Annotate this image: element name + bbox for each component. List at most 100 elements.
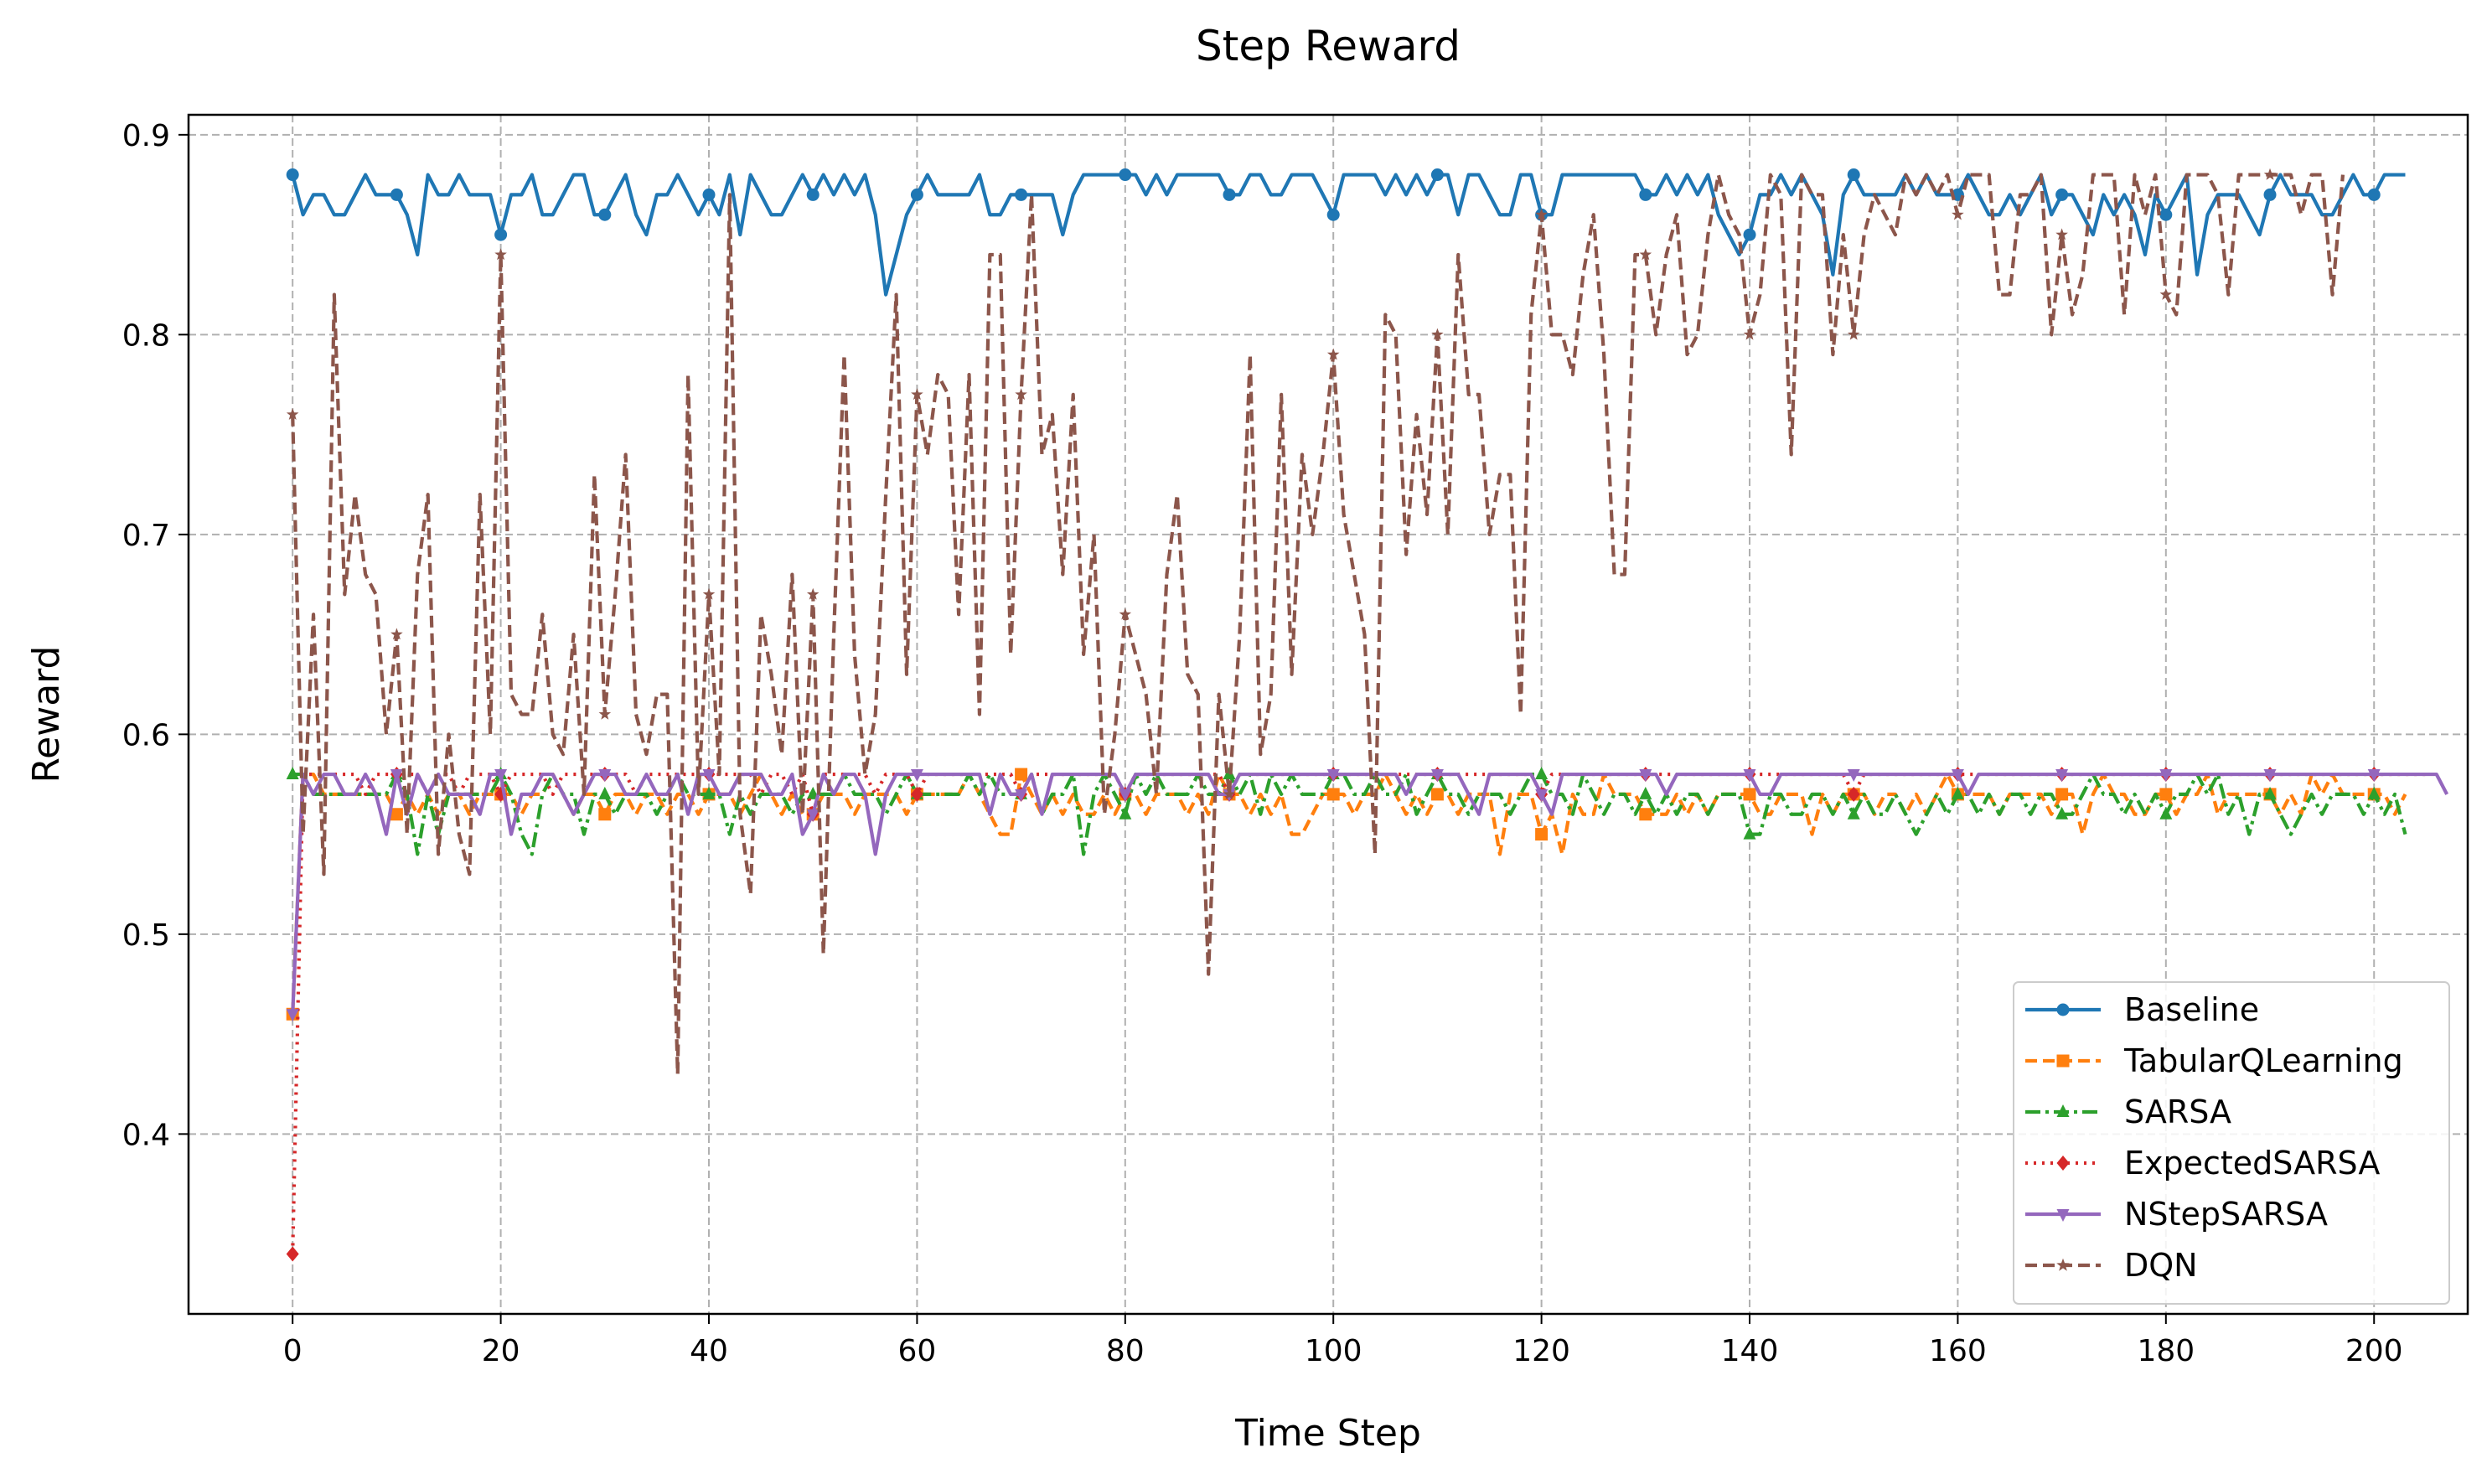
data-point-marker xyxy=(2159,208,2173,221)
data-point-marker xyxy=(1847,786,1860,802)
data-point-marker xyxy=(2367,786,2381,799)
data-point-marker xyxy=(910,188,923,201)
data-point-marker xyxy=(2263,769,2277,783)
data-point-marker xyxy=(1431,328,1444,340)
data-point-marker xyxy=(1847,168,1860,182)
x-tick-label: 200 xyxy=(2345,1334,2403,1368)
legend-marker xyxy=(2056,1258,2070,1271)
data-point-marker xyxy=(1639,769,1652,783)
x-tick-label: 140 xyxy=(1721,1334,1779,1368)
data-point-marker xyxy=(2159,288,2173,300)
x-axis-label: Time Step xyxy=(1234,1412,1421,1455)
data-point-marker xyxy=(806,809,820,822)
data-point-marker xyxy=(494,228,508,241)
data-point-marker xyxy=(1119,806,1132,820)
y-tick-label: 0.4 xyxy=(122,1118,170,1152)
data-point-marker xyxy=(2055,188,2069,201)
data-point-marker xyxy=(2367,188,2381,201)
data-point-marker xyxy=(1015,789,1028,802)
data-point-marker xyxy=(1639,786,1652,799)
data-point-marker xyxy=(494,248,507,261)
data-point-marker xyxy=(1951,769,1964,783)
legend-item: ExpectedSARSA xyxy=(2025,1145,2380,1182)
legend-item: SARSA xyxy=(2025,1094,2231,1130)
data-point-marker xyxy=(390,769,403,783)
chart-title: Step Reward xyxy=(1196,22,1461,70)
series-dqn xyxy=(286,168,2345,1076)
legend-marker xyxy=(2056,1054,2070,1068)
legend-marker xyxy=(2056,1003,2070,1016)
data-point-marker xyxy=(286,1246,299,1262)
y-tick-label: 0.8 xyxy=(122,318,170,353)
legend-label: NStepSARSA xyxy=(2124,1196,2328,1233)
data-point-marker xyxy=(2055,806,2069,820)
legend-label: SARSA xyxy=(2124,1094,2231,1130)
data-point-marker xyxy=(806,587,820,600)
data-point-marker xyxy=(1743,228,1756,241)
x-tick-label: 180 xyxy=(2137,1334,2195,1368)
data-point-marker xyxy=(702,786,716,799)
data-point-marker xyxy=(390,808,403,821)
data-point-marker xyxy=(1430,769,1444,783)
series-line xyxy=(291,173,2345,1076)
data-point-marker xyxy=(2055,788,2069,801)
data-point-marker xyxy=(1119,608,1132,620)
data-point-marker xyxy=(1535,208,1548,220)
data-point-marker xyxy=(1639,188,1652,201)
data-point-marker xyxy=(286,767,299,780)
y-tick-label: 0.6 xyxy=(122,718,170,752)
data-point-marker xyxy=(702,188,716,201)
plot-frame xyxy=(187,113,2469,1316)
data-point-marker xyxy=(911,388,923,401)
data-point-marker xyxy=(702,587,716,600)
data-point-marker xyxy=(1326,788,1340,801)
data-point-marker xyxy=(910,769,923,783)
x-tick-label: 100 xyxy=(1305,1334,1362,1368)
data-point-marker xyxy=(1119,789,1132,802)
data-point-marker xyxy=(1847,769,1860,783)
data-point-marker xyxy=(390,188,403,201)
data-point-marker xyxy=(1223,788,1236,800)
y-tick-label: 0.5 xyxy=(122,918,170,953)
data-point-marker xyxy=(1952,208,1964,220)
data-point-marker xyxy=(1743,769,1756,783)
data-point-marker xyxy=(1326,208,1340,221)
data-point-marker xyxy=(2055,228,2068,240)
data-point-marker xyxy=(1639,808,1652,821)
data-point-marker xyxy=(1743,826,1756,840)
data-point-marker xyxy=(286,1009,299,1022)
data-point-marker xyxy=(598,808,612,821)
legend-label: TabularQLearning xyxy=(2123,1042,2403,1079)
data-point-marker xyxy=(806,188,820,201)
data-point-marker xyxy=(1223,188,1236,201)
legend-marker xyxy=(2056,1209,2070,1222)
data-point-marker xyxy=(286,408,299,420)
data-point-marker xyxy=(1326,769,1340,783)
data-point-marker xyxy=(1535,828,1549,841)
legend-item: DQN xyxy=(2025,1247,2198,1284)
data-point-marker xyxy=(2263,168,2277,180)
data-point-marker xyxy=(2367,769,2381,783)
data-point-marker xyxy=(2263,188,2277,201)
y-tick-label: 0.7 xyxy=(122,519,170,553)
y-axis: 0.4 0.5 0.6 0.7 0.8 0.9 xyxy=(122,119,189,1152)
series-line xyxy=(291,173,2406,297)
data-point-marker xyxy=(1015,188,1028,201)
data-point-marker xyxy=(910,786,923,802)
x-axis: 0 20 40 60 80 100 120 140 160 180 200 xyxy=(283,1314,2403,1368)
data-point-marker xyxy=(494,769,508,783)
legend-label: DQN xyxy=(2124,1247,2198,1284)
x-tick-label: 20 xyxy=(482,1334,520,1368)
data-point-marker xyxy=(1639,248,1652,261)
legend: Baseline TabularQLearning SARSA ExpectedSAR… xyxy=(2013,981,2450,1305)
y-tick-label: 0.9 xyxy=(122,119,170,153)
legend-marker xyxy=(2056,1104,2070,1117)
x-tick-label: 120 xyxy=(1512,1334,1570,1368)
data-point-marker xyxy=(2055,769,2069,783)
data-point-marker xyxy=(1326,348,1340,360)
legend-item: TabularQLearning xyxy=(2025,1042,2403,1079)
data-point-marker xyxy=(2159,769,2173,783)
legend-label: Baseline xyxy=(2124,991,2259,1028)
